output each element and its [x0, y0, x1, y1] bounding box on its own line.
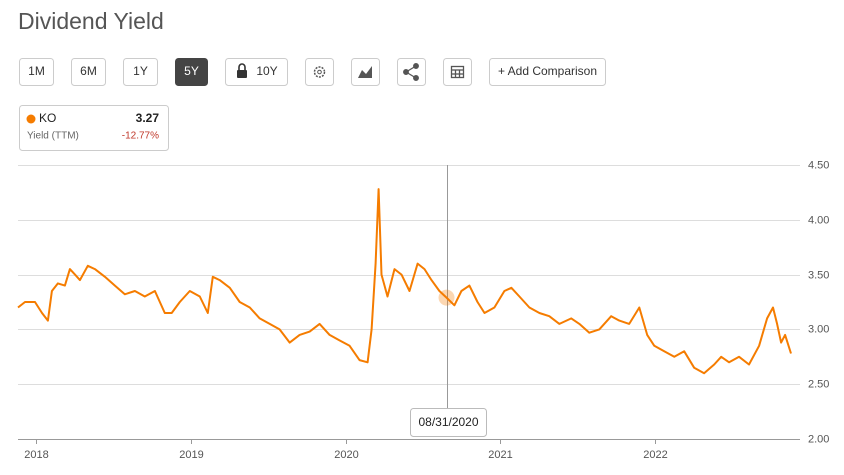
- icon-buttons: [305, 58, 472, 86]
- x-tick-label: 2018: [24, 449, 48, 461]
- x-tick-label: 2019: [179, 449, 203, 461]
- range-label: 1Y: [133, 64, 148, 78]
- x-tick-label: 2021: [488, 449, 512, 461]
- range-label: 1M: [28, 64, 45, 78]
- legend-symbol: KO: [39, 111, 56, 125]
- settings-button[interactable]: [305, 58, 334, 86]
- range-label: 5Y: [184, 64, 199, 78]
- range-label: 6M: [80, 64, 97, 78]
- range-button[interactable]: [19, 58, 54, 86]
- y-tick-label: 2.00: [808, 433, 829, 445]
- add-comparison-button[interactable]: [489, 58, 606, 86]
- legend-change: -12.77%: [122, 131, 159, 142]
- x-tick-label: 2020: [334, 449, 358, 461]
- crosshair-point: [438, 289, 455, 306]
- page-title: Dividend Yield: [18, 8, 164, 34]
- share-icon: [403, 63, 419, 81]
- table-icon: [450, 65, 465, 79]
- y-tick-label: 3.00: [808, 323, 829, 335]
- lock-icon: [237, 70, 247, 78]
- add-comparison-label: + Add Comparison: [498, 64, 597, 78]
- gear-icon: [313, 66, 326, 78]
- gear-icon-center: [317, 69, 322, 75]
- date-tooltip-label: 08/31/2020: [418, 415, 478, 429]
- legend-sublabel: Yield (TTM): [27, 131, 79, 142]
- legend-swatch: [26, 114, 36, 124]
- area-chart-icon: [358, 66, 372, 78]
- table-button[interactable]: [443, 58, 472, 86]
- range-button[interactable]: [71, 58, 106, 86]
- lock-shackle: [238, 63, 246, 70]
- legend-card: [19, 105, 169, 151]
- y-tick-label: 4.50: [808, 159, 829, 171]
- y-tick-label: 2.50: [808, 378, 829, 390]
- x-tick-label: 2022: [643, 449, 667, 461]
- range-button[interactable]: [175, 58, 208, 86]
- legend-value: 3.27: [136, 111, 160, 125]
- series-line: [17, 188, 792, 375]
- y-tick-label: 4.00: [808, 214, 829, 226]
- share-button[interactable]: [397, 58, 426, 86]
- range-button[interactable]: [225, 58, 288, 86]
- icons: [313, 63, 465, 81]
- chart-type-button[interactable]: [351, 58, 380, 86]
- y-tick-label: 3.50: [808, 269, 829, 281]
- range-label: 10Y: [256, 64, 277, 78]
- range-button[interactable]: [123, 58, 158, 86]
- date-tooltip: [410, 408, 487, 437]
